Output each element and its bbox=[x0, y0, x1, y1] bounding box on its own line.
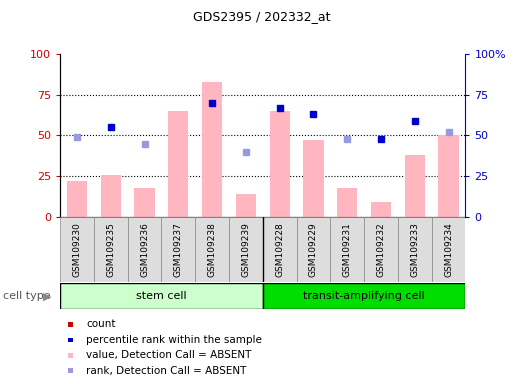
Bar bbox=[168, 111, 188, 217]
Text: cell type: cell type bbox=[3, 291, 50, 301]
Text: GSM109239: GSM109239 bbox=[242, 222, 251, 277]
Text: stem cell: stem cell bbox=[136, 291, 187, 301]
Bar bbox=[60, 283, 263, 309]
Bar bbox=[195, 217, 229, 282]
Bar bbox=[236, 194, 256, 217]
Bar bbox=[398, 217, 431, 282]
Text: GSM109236: GSM109236 bbox=[140, 222, 149, 277]
Text: GDS2395 / 202332_at: GDS2395 / 202332_at bbox=[193, 10, 330, 23]
Text: GSM109235: GSM109235 bbox=[106, 222, 115, 277]
Bar bbox=[331, 217, 364, 282]
Bar bbox=[67, 181, 87, 217]
Bar bbox=[431, 217, 465, 282]
Bar bbox=[263, 217, 297, 282]
Text: GSM109230: GSM109230 bbox=[73, 222, 82, 277]
Text: GSM109228: GSM109228 bbox=[275, 222, 284, 277]
Bar bbox=[202, 81, 222, 217]
Bar bbox=[100, 175, 121, 217]
Text: GSM109234: GSM109234 bbox=[444, 222, 453, 277]
Bar bbox=[337, 188, 357, 217]
Text: ▶: ▶ bbox=[43, 291, 51, 301]
Text: rank, Detection Call = ABSENT: rank, Detection Call = ABSENT bbox=[86, 366, 247, 376]
Bar bbox=[128, 217, 162, 282]
Text: GSM109237: GSM109237 bbox=[174, 222, 183, 277]
Bar bbox=[371, 202, 391, 217]
Bar bbox=[60, 217, 94, 282]
Bar bbox=[94, 217, 128, 282]
Bar bbox=[263, 283, 465, 309]
Bar bbox=[303, 140, 324, 217]
Bar bbox=[405, 155, 425, 217]
Bar bbox=[438, 136, 459, 217]
Bar bbox=[364, 217, 398, 282]
Text: GSM109229: GSM109229 bbox=[309, 222, 318, 277]
Bar bbox=[269, 111, 290, 217]
Text: GSM109232: GSM109232 bbox=[377, 222, 385, 277]
Bar bbox=[297, 217, 331, 282]
Text: GSM109238: GSM109238 bbox=[208, 222, 217, 277]
Bar bbox=[229, 217, 263, 282]
Text: percentile rank within the sample: percentile rank within the sample bbox=[86, 335, 262, 345]
Text: transit-amplifying cell: transit-amplifying cell bbox=[303, 291, 425, 301]
Text: count: count bbox=[86, 319, 116, 329]
Text: value, Detection Call = ABSENT: value, Detection Call = ABSENT bbox=[86, 350, 252, 360]
Text: GSM109231: GSM109231 bbox=[343, 222, 352, 277]
Bar bbox=[162, 217, 195, 282]
Text: GSM109233: GSM109233 bbox=[411, 222, 419, 277]
Bar bbox=[134, 188, 155, 217]
